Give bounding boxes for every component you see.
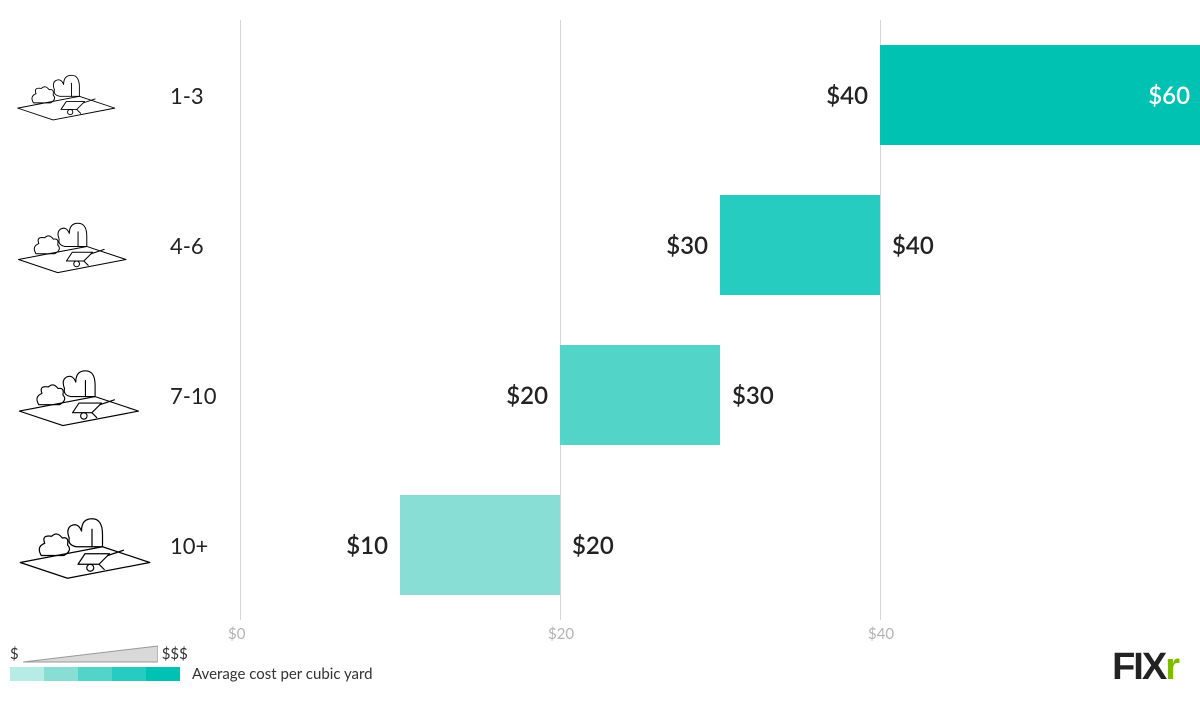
bar-low-label: $10 bbox=[330, 531, 388, 560]
bar-low-label: $30 bbox=[650, 231, 708, 260]
range-bar bbox=[720, 195, 880, 295]
gradient-segment bbox=[44, 667, 78, 681]
legend-gradient-row: Average cost per cubic yard bbox=[10, 665, 373, 683]
gradient-bar bbox=[10, 667, 180, 681]
bar-high-label: $40 bbox=[892, 231, 934, 260]
gradient-segment bbox=[146, 667, 180, 681]
bar-high-label: $60 bbox=[1148, 81, 1190, 110]
gradient-segment bbox=[10, 667, 44, 681]
range-bar: $60 bbox=[880, 45, 1200, 145]
range-bar bbox=[560, 345, 720, 445]
landscaping-icon bbox=[10, 216, 135, 274]
bar-high-label: $30 bbox=[732, 381, 774, 410]
landscaping-icon bbox=[10, 363, 148, 427]
legend: $ $$$ Average cost per cubic yard bbox=[10, 645, 373, 683]
x-axis-tick-label: $40 bbox=[868, 625, 894, 643]
chart-row: 1-3 $60 $40 bbox=[0, 20, 1200, 170]
landscaping-icon bbox=[10, 69, 123, 122]
chart-row: 10+ $10 $20 bbox=[0, 470, 1200, 620]
legend-low-symbol: $ bbox=[10, 645, 19, 663]
triangle-icon bbox=[23, 645, 158, 663]
legend-text: Average cost per cubic yard bbox=[192, 665, 373, 683]
chart-row: 7-10 $20 $30 bbox=[0, 320, 1200, 470]
gradient-segment bbox=[78, 667, 112, 681]
chart-row: 4-6 $30 $40 bbox=[0, 170, 1200, 320]
fixr-logo: FIXr bbox=[1112, 646, 1178, 689]
x-axis-tick-label: $0 bbox=[228, 625, 245, 643]
landscaping-icon bbox=[10, 510, 160, 580]
logo-text-2: r bbox=[1165, 646, 1178, 688]
cost-range-chart: $0 $20 $40 1-3 $60 $40 4-6 $30 $40 7-10 $20 $30 bbox=[0, 0, 1200, 701]
bar-low-label: $20 bbox=[490, 381, 548, 410]
x-axis-tick-label: $20 bbox=[548, 625, 574, 643]
legend-price-triangle: $ $$$ bbox=[10, 645, 373, 663]
range-bar bbox=[400, 495, 560, 595]
row-label: 1-3 bbox=[170, 82, 204, 109]
row-label: 7-10 bbox=[170, 382, 216, 409]
row-label: 10+ bbox=[170, 532, 208, 559]
row-label: 4-6 bbox=[170, 232, 204, 259]
legend-high-symbol: $$$ bbox=[162, 645, 188, 663]
gradient-segment bbox=[112, 667, 146, 681]
logo-text-1: FIX bbox=[1112, 646, 1165, 688]
bar-low-label: $40 bbox=[810, 81, 868, 110]
bar-high-label: $20 bbox=[572, 531, 614, 560]
